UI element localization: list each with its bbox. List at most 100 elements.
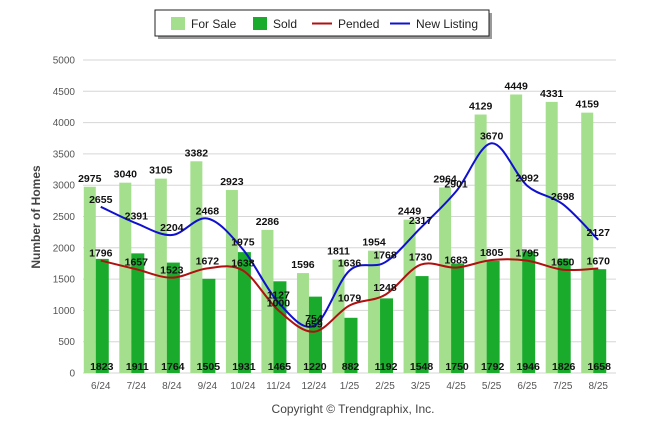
x-tick-label: 4/25 <box>446 381 466 392</box>
bar-for-sale <box>581 112 594 373</box>
data-label-sold: 1764 <box>161 361 185 373</box>
data-label-pended: 1079 <box>338 292 362 304</box>
bar-for-sale <box>439 187 452 373</box>
y-axis-ticks: 0 500 1000 1500 2000 2500 3000 3500 4000 4500 5000 <box>53 56 76 380</box>
y-tick-label: 2000 <box>53 243 76 254</box>
data-label-pended: 1795 <box>515 248 539 260</box>
bar-sold <box>557 258 571 373</box>
bar-sold <box>166 262 180 373</box>
x-tick-label: 7/24 <box>127 381 147 392</box>
data-label-sold: 1750 <box>445 361 469 373</box>
y-tick-label: 0 <box>69 369 75 380</box>
data-label-sold: 1826 <box>552 361 576 373</box>
copyright-credit: Copyright © Trendgraphix, Inc. <box>272 402 435 416</box>
bar-sold <box>380 298 394 373</box>
x-tick-label: 12/24 <box>301 381 326 392</box>
data-label-for-sale: 4331 <box>540 88 564 100</box>
data-label-pended: 1657 <box>125 256 149 268</box>
x-tick-label: 10/24 <box>230 381 255 392</box>
data-label-pended: 659 <box>305 319 323 331</box>
data-label-new-listing: 1636 <box>338 258 362 270</box>
data-label-for-sale: 2975 <box>78 173 102 185</box>
data-label-new-listing: 2127 <box>587 227 611 239</box>
x-tick-label: 6/25 <box>517 381 537 392</box>
data-labels: 2975 1823 3040 1911 3105 1764 3382 1505 2923 1931… <box>78 80 611 373</box>
data-label-new-listing: 1975 <box>231 236 255 248</box>
bar-sold <box>95 258 109 373</box>
data-label-sold: 1192 <box>375 361 398 373</box>
bar-for-sale <box>83 186 96 373</box>
x-tick-label: 8/24 <box>162 381 182 392</box>
data-label-for-sale: 1596 <box>291 259 315 271</box>
y-axis-label: Number of Homes <box>29 165 43 269</box>
bar-sold <box>522 251 536 373</box>
data-label-pended: 1805 <box>480 247 504 259</box>
data-label-new-listing: 2655 <box>89 194 113 206</box>
data-label-pended: 1000 <box>267 297 291 309</box>
data-label-pended: 1796 <box>89 248 113 260</box>
data-label-pended: 1672 <box>196 255 220 267</box>
data-label-sold: 1946 <box>516 361 540 373</box>
x-tick-label: 5/25 <box>482 381 502 392</box>
x-tick-label: 1/25 <box>340 381 360 392</box>
line-pended <box>100 258 599 333</box>
bars <box>83 94 607 374</box>
bar-sold <box>273 281 287 373</box>
data-label-sold: 1548 <box>410 361 434 373</box>
x-tick-label: 7/25 <box>553 381 573 392</box>
data-label-new-listing: 2317 <box>409 215 433 227</box>
data-label-new-listing: 2698 <box>551 191 575 203</box>
bar-sold <box>308 296 322 373</box>
line-series <box>100 142 599 333</box>
data-label-sold: 1823 <box>90 361 114 373</box>
data-label-for-sale: 2286 <box>256 216 280 228</box>
data-label-new-listing: 2468 <box>196 206 220 218</box>
data-label-sold: 1792 <box>481 361 505 373</box>
data-label-pended: 1670 <box>587 255 611 267</box>
data-label-pended: 1730 <box>409 252 433 264</box>
bar-for-sale <box>368 250 381 373</box>
x-tick-label: 8/25 <box>588 381 608 392</box>
data-label-sold: 882 <box>342 361 360 373</box>
data-label-for-sale: 2449 <box>398 206 422 218</box>
y-tick-label: 3500 <box>53 149 76 160</box>
bar-for-sale <box>296 273 309 373</box>
data-label-for-sale: 3105 <box>149 165 173 177</box>
bar-sold <box>593 269 607 373</box>
legend-label-new-listing: New Listing <box>416 17 478 31</box>
data-label-new-listing: 754 <box>305 313 323 325</box>
bar-for-sale <box>119 182 132 373</box>
x-tick-label: 11/24 <box>266 381 291 392</box>
x-tick-label: 6/24 <box>91 381 111 392</box>
data-label-sold: 1911 <box>126 361 149 373</box>
bar-for-sale <box>332 259 345 373</box>
y-tick-label: 2500 <box>53 212 76 223</box>
x-tick-label: 2/25 <box>375 381 395 392</box>
data-label-for-sale: 2923 <box>220 176 244 188</box>
bar-sold <box>237 252 251 373</box>
y-tick-label: 500 <box>58 337 75 348</box>
line-new-listing <box>100 142 599 328</box>
data-label-for-sale: 4159 <box>576 99 600 111</box>
data-label-new-listing: 1127 <box>267 289 290 301</box>
x-axis-ticks: 6/24 7/24 8/24 9/24 10/24 11/24 12/24 1/25 2/25 3… <box>91 381 608 392</box>
x-tick-label: 3/25 <box>411 381 431 392</box>
data-label-pended: 1638 <box>231 257 255 269</box>
data-label-new-listing: 2204 <box>160 222 184 234</box>
legend-swatch-for-sale <box>171 17 185 30</box>
legend-label-sold: Sold <box>273 17 297 31</box>
bar-for-sale <box>190 161 203 373</box>
data-label-new-listing: 1768 <box>373 249 397 261</box>
y-tick-label: 5000 <box>53 56 76 67</box>
data-label-new-listing: 3670 <box>480 130 504 142</box>
bar-sold <box>415 276 429 373</box>
legend-swatch-sold <box>253 17 267 30</box>
data-label-pended: 1683 <box>444 255 468 267</box>
legend-label-for-sale: For Sale <box>191 17 237 31</box>
data-label-for-sale: 3382 <box>185 147 209 159</box>
bar-for-sale <box>261 229 274 373</box>
data-label-for-sale: 1954 <box>362 237 386 249</box>
data-label-sold: 1220 <box>303 361 327 373</box>
y-tick-label: 1500 <box>53 275 76 286</box>
